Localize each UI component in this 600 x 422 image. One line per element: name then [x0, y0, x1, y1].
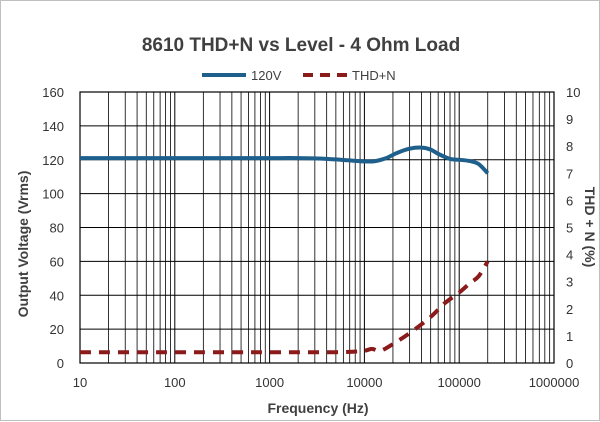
- x-tick-label: 1000000: [529, 375, 580, 390]
- y2-tick-label: 3: [566, 275, 573, 290]
- y-tick-label: 120: [42, 153, 64, 168]
- y-axis-tick-labels: 0 20 40 60 80 100 120 140 160: [42, 85, 64, 371]
- x-axis-title: Frequency (Hz): [267, 400, 368, 416]
- grid-major: [79, 91, 555, 364]
- y2-tick-label: 9: [566, 112, 573, 127]
- y-tick-label: 20: [50, 322, 64, 337]
- series-line-thd-n: [80, 260, 490, 355]
- legend-120v-label: 120V: [251, 68, 282, 83]
- series-line-120v: [80, 145, 490, 175]
- y2-axis-title: THD + N (%): [582, 187, 598, 268]
- y-tick-label: 140: [42, 119, 64, 134]
- y2-tick-label: 0: [566, 356, 573, 371]
- x-axis-tick-labels: 10 100 1000 10000 100000 1000000: [73, 375, 580, 390]
- y2-tick-label: 6: [566, 193, 573, 208]
- plot-area-border: [79, 91, 555, 364]
- y2-tick-label: 8: [566, 139, 573, 154]
- x-tick-label: 100000: [438, 375, 481, 390]
- y2-tick-label: 7: [566, 166, 573, 181]
- y2-tick-label: 5: [566, 221, 573, 236]
- y-tick-label: 80: [50, 221, 64, 236]
- y-tick-label: 160: [42, 85, 64, 100]
- y2-tick-label: 2: [566, 302, 573, 317]
- y-tick-label: 60: [50, 254, 64, 269]
- legend-thdn-label: THD+N: [352, 68, 396, 83]
- y-tick-label: 0: [57, 356, 64, 371]
- legend: 120V THD+N: [202, 68, 396, 83]
- y-tick-label: 40: [50, 288, 64, 303]
- x-tick-label: 10000: [346, 375, 382, 390]
- chart-title: 8610 THD+N vs Level - 4 Ohm Load: [142, 35, 460, 56]
- y2-tick-label: 4: [566, 248, 573, 263]
- x-tick-label: 1000: [255, 375, 284, 390]
- series-layer: [80, 145, 490, 355]
- y2-tick-label: 10: [566, 85, 580, 100]
- y-axis-title: Output Voltage (Vrms): [15, 171, 31, 318]
- y2-axis-tick-labels: 0 1 2 3 4 5 6 7 8 9 10: [566, 85, 580, 371]
- x-tick-label: 100: [164, 375, 186, 390]
- y-tick-label: 100: [42, 187, 64, 202]
- x-tick-label: 10: [73, 375, 87, 390]
- y2-tick-label: 1: [566, 329, 573, 344]
